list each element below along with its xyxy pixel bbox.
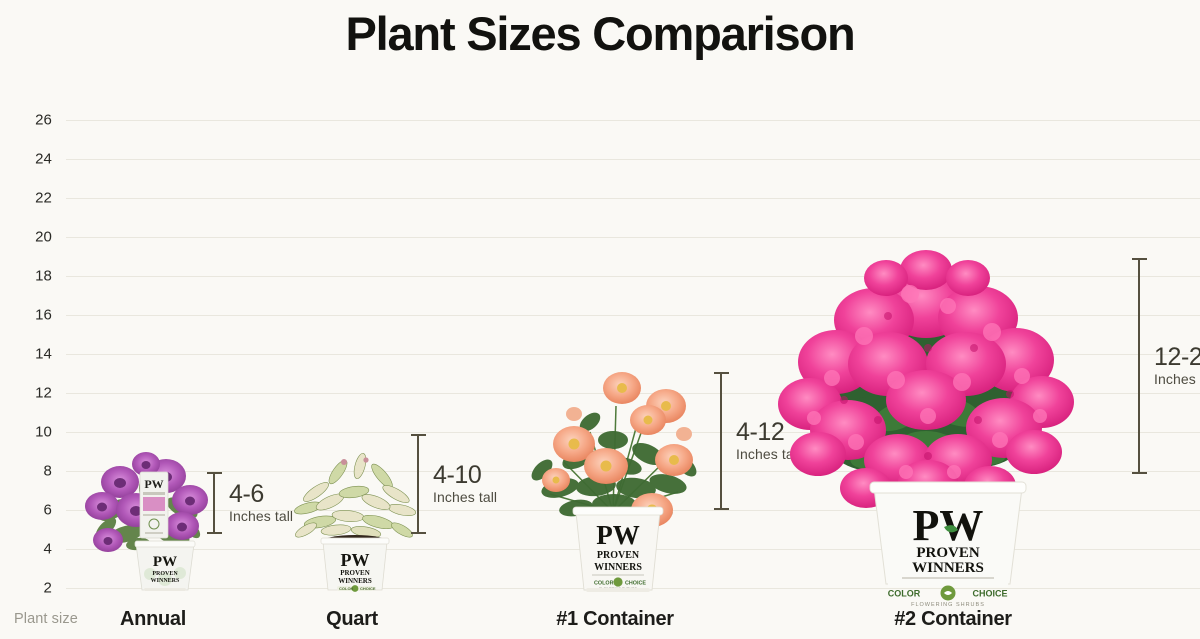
- pot-quart: PW PROVEN WINNERS COLOR CHOICE: [320, 537, 390, 592]
- y-tick-2: 2: [43, 579, 52, 597]
- y-tick-16: 16: [35, 306, 52, 324]
- measure-cap-top: [206, 472, 222, 474]
- measure-range-container1: 4-12: [736, 417, 785, 446]
- plant-tag-annual: PW: [139, 471, 169, 539]
- measure-unit-container2: Inches tall: [1154, 371, 1200, 388]
- y-tick-8: 8: [43, 462, 52, 480]
- measure-cap-bottom: [410, 532, 426, 534]
- svg-text:COLOR: COLOR: [594, 581, 614, 587]
- y-tick-14: 14: [35, 345, 52, 363]
- y-tick-20: 20: [35, 228, 52, 246]
- svg-text:PW: PW: [341, 550, 370, 570]
- measure-unit-container1: Inches tall: [736, 446, 801, 463]
- plant-image-container1: PW PROVEN WINNERS COLOR CHOICE FLOWERING…: [518, 362, 713, 600]
- y-tick-6: 6: [43, 501, 52, 519]
- plant-image-quart: PW PROVEN WINNERS COLOR CHOICE: [290, 450, 420, 593]
- svg-text:WINNERS: WINNERS: [912, 560, 984, 576]
- measure-range-annual: 4-6: [229, 479, 264, 508]
- svg-text:WINNERS: WINNERS: [338, 577, 372, 585]
- gridline-10: [66, 432, 1200, 433]
- svg-text:CHOICE: CHOICE: [625, 581, 646, 587]
- y-tick-26: 26: [35, 111, 52, 129]
- y-tick-4: 4: [43, 540, 52, 558]
- measure-cap-top: [410, 434, 426, 436]
- gridline-24: [66, 159, 1200, 160]
- svg-text:PW: PW: [596, 520, 640, 550]
- measure-unit-annual: Inches tall: [229, 508, 294, 525]
- svg-text:PW: PW: [144, 477, 163, 491]
- svg-text:PROVEN: PROVEN: [597, 550, 640, 561]
- svg-text:PROVEN: PROVEN: [916, 545, 980, 561]
- pot-annual: PW PROVEN WINNERS: [134, 540, 196, 591]
- pot-badge-container2: COLOR CHOICE FLOWERING SHRUBS: [878, 584, 1018, 610]
- svg-text:PROVEN: PROVEN: [340, 569, 370, 577]
- plant-image-annual: PW PW PROVEN WINNERS: [78, 448, 218, 593]
- gridline-20: [66, 237, 1200, 238]
- x-axis-label: Plant size: [14, 611, 78, 627]
- svg-text:CHOICE: CHOICE: [972, 589, 1007, 599]
- y-tick-10: 10: [35, 423, 52, 441]
- measure-range-container2: 12-24: [1154, 342, 1200, 371]
- category-label-annual: Annual: [120, 608, 186, 630]
- svg-text:WINNERS: WINNERS: [594, 562, 642, 573]
- measure-stem: [720, 372, 722, 510]
- svg-text:FLOWERING SHRUBS: FLOWERING SHRUBS: [911, 602, 985, 608]
- gridline-16: [66, 315, 1200, 316]
- gridline-26: [66, 120, 1200, 121]
- y-tick-22: 22: [35, 189, 52, 207]
- measure-cap-bottom: [713, 508, 729, 510]
- category-label-quart: Quart: [326, 608, 378, 630]
- measure-unit-quart: Inches tall: [433, 489, 498, 506]
- svg-text:PROVEN: PROVEN: [152, 571, 178, 577]
- measure-cap-bottom: [206, 532, 222, 534]
- measure-range-quart: 4-10: [433, 460, 482, 489]
- pot-container1: PW PROVEN WINNERS COLOR CHOICE FLOWERING…: [572, 506, 664, 592]
- category-label-container1: #1 Container: [556, 608, 674, 630]
- gridline-22: [66, 198, 1200, 199]
- measure-stem: [1138, 258, 1140, 474]
- svg-text:WINNERS: WINNERS: [151, 578, 180, 584]
- measure-stem: [417, 434, 419, 534]
- measure-cap-bottom: [1131, 472, 1147, 474]
- svg-text:COLOR: COLOR: [339, 586, 354, 591]
- measure-cap-top: [713, 372, 729, 374]
- y-tick-24: 24: [35, 150, 52, 168]
- y-tick-18: 18: [35, 267, 52, 285]
- y-tick-12: 12: [35, 384, 52, 402]
- measure-cap-top: [1131, 258, 1147, 260]
- plant-image-container2: PW PROVEN WINNERS: [778, 244, 1074, 600]
- page-title: Plant Sizes Comparison: [345, 7, 855, 60]
- category-label-container2: #2 Container: [894, 608, 1012, 630]
- svg-text:COLOR: COLOR: [888, 589, 921, 599]
- gridline-14: [66, 354, 1200, 355]
- svg-text:CHOICE: CHOICE: [360, 586, 376, 591]
- gridline-18: [66, 276, 1200, 277]
- measure-stem: [213, 472, 215, 534]
- svg-text:PW: PW: [153, 554, 177, 570]
- pot-container2: PW PROVEN WINNERS: [869, 481, 1027, 587]
